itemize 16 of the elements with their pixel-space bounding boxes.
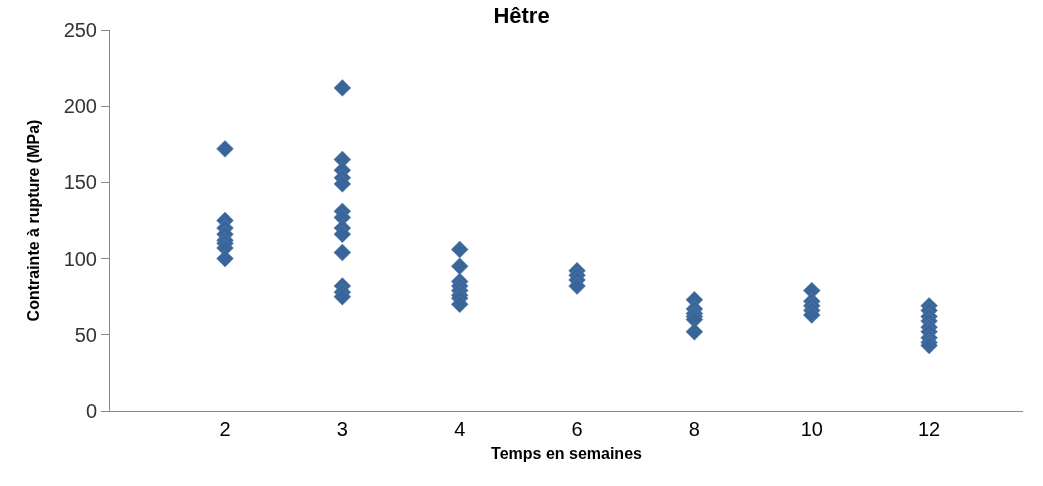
x-tick-label: 6 [571, 418, 583, 440]
x-tick-label: 4 [454, 418, 466, 440]
y-tick-label: 150 [63, 171, 97, 194]
y-tick-label: 250 [63, 19, 97, 41]
y-tick-label: 200 [63, 95, 97, 118]
x-tick-label: 8 [688, 418, 700, 440]
y-tick-label: 100 [63, 247, 97, 270]
y-axis-title: Contrainte à rupture (MPa) [24, 119, 42, 322]
x-tick-label: 2 [219, 418, 231, 440]
y-tick-label: 50 [74, 323, 97, 346]
x-tick-label: 3 [336, 418, 348, 440]
y-tick-label: 0 [85, 400, 97, 422]
x-tick-label: 12 [917, 418, 941, 440]
x-tick-label: 10 [800, 418, 823, 440]
x-axis-title: Temps en semaines [491, 444, 643, 462]
chart-title: Hêtre [493, 2, 550, 28]
